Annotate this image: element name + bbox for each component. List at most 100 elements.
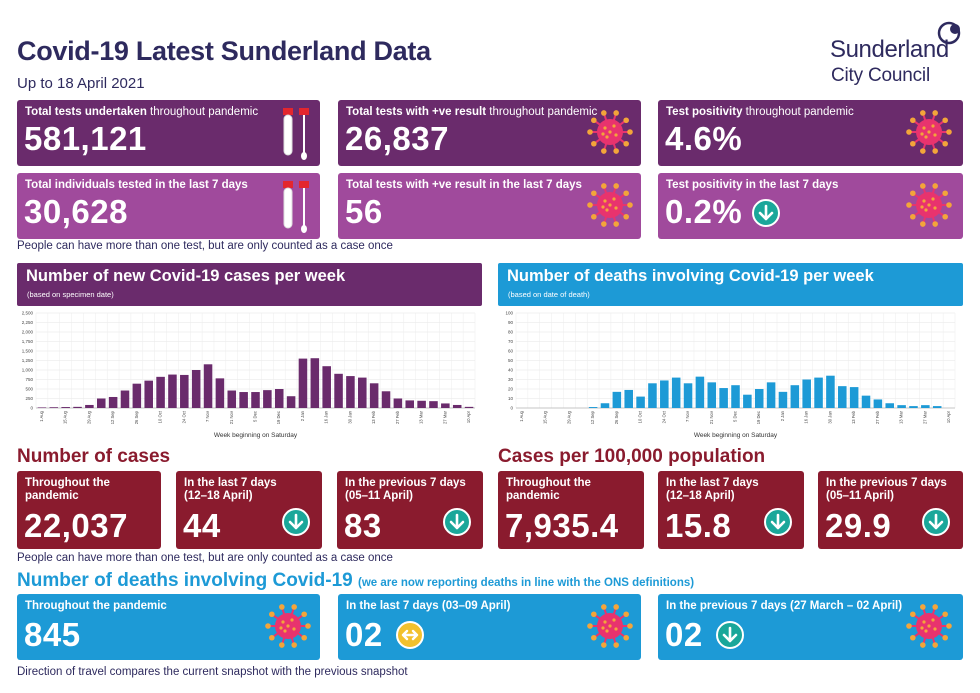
y-tick-label: 1,500 bbox=[22, 349, 34, 354]
council-logo: Sunderland City Council bbox=[830, 20, 970, 88]
bar bbox=[381, 391, 391, 408]
y-tick-label: 2,500 bbox=[22, 311, 34, 316]
deaths-last7-value: 02 bbox=[345, 616, 383, 653]
rates-throughout-value: 7,935.4 bbox=[505, 507, 619, 544]
rates-throughout-label: Throughout the pandemic bbox=[506, 477, 591, 502]
x-tick-label: 10 Apr bbox=[946, 410, 951, 423]
cases-throughout-card: Throughout the pandemic 22,037 bbox=[17, 471, 161, 549]
bar bbox=[369, 383, 379, 408]
x-tick-label: 26 Sep bbox=[134, 410, 139, 424]
bar bbox=[814, 377, 823, 408]
x-tick-label: 5 Dec bbox=[253, 411, 258, 422]
y-tick-label: 500 bbox=[25, 387, 33, 392]
x-axis-label: Week beginning on Saturday bbox=[694, 432, 778, 439]
bar bbox=[921, 405, 930, 408]
x-tick-label: 10 Apr bbox=[466, 410, 471, 423]
deaths-prev7-label: In the previous 7 days (27 March – 02 Ap… bbox=[666, 600, 903, 612]
bar bbox=[743, 394, 752, 408]
y-tick-label: 2,250 bbox=[22, 320, 34, 325]
y-tick-label: 1,750 bbox=[22, 339, 34, 344]
bar bbox=[897, 405, 906, 408]
x-tick-label: 27 Feb bbox=[395, 410, 400, 424]
x-tick-label: 16 Jan bbox=[804, 410, 809, 423]
x-tick-label: 30 Jan bbox=[827, 410, 832, 423]
x-tick-label: 2 Jan bbox=[780, 410, 785, 421]
x-tick-label: 13 Feb bbox=[371, 410, 376, 424]
cases-last7-card: In the last 7 days (12–18 April) 44 bbox=[176, 471, 322, 549]
bar bbox=[600, 403, 610, 408]
y-tick-label: 10 bbox=[508, 396, 514, 401]
y-tick-label: 20 bbox=[508, 387, 514, 392]
positive-tests-value: 26,837 bbox=[345, 120, 449, 157]
y-tick-label: 0 bbox=[510, 406, 513, 411]
x-tick-label: 24 Oct bbox=[181, 410, 186, 423]
positivity-7d-label: Test positivity in the last 7 days bbox=[666, 179, 839, 191]
bar bbox=[227, 390, 237, 408]
cases-prev7-label: In the previous 7 days (05–11 April) bbox=[345, 477, 466, 502]
positivity-7d-value: 0.2% bbox=[665, 193, 743, 230]
tests-note: People can have more than one test, but … bbox=[17, 240, 393, 252]
arrow-down-icon bbox=[764, 508, 792, 536]
x-tick-label: 24 Oct bbox=[661, 410, 666, 423]
positivity-label: Test positivity throughout pandemic bbox=[666, 106, 854, 118]
x-tick-label: 26 Sep bbox=[614, 410, 619, 424]
bar bbox=[322, 366, 331, 408]
bar bbox=[648, 383, 657, 408]
x-tick-label: 12 Sep bbox=[110, 410, 115, 424]
bar bbox=[636, 396, 645, 408]
individuals-7d-value: 30,628 bbox=[24, 193, 128, 230]
bar bbox=[405, 400, 415, 408]
bar bbox=[334, 373, 343, 408]
deaths-chart-subtitle: (based on date of death) bbox=[508, 290, 590, 299]
x-tick-label: 21 Nov bbox=[709, 410, 714, 424]
rates-prev7-label: In the previous 7 days (05–11 April) bbox=[826, 477, 947, 502]
bar bbox=[695, 376, 705, 408]
x-tick-label: 13 Mar bbox=[899, 410, 904, 424]
total-tests-card: Total tests undertaken throughout pandem… bbox=[17, 100, 320, 166]
bar bbox=[263, 390, 272, 408]
logo-text-line1: Sunderland bbox=[830, 36, 949, 63]
positive-7d-value: 56 bbox=[345, 193, 383, 230]
bar bbox=[932, 406, 942, 408]
cases-prev7-card: In the previous 7 days (05–11 April) 83 bbox=[337, 471, 483, 549]
x-tick-label: 15 Aug bbox=[543, 410, 548, 424]
bar bbox=[144, 380, 153, 408]
arrow-down-icon bbox=[752, 199, 780, 227]
y-tick-label: 40 bbox=[508, 368, 514, 373]
virus-icon bbox=[264, 600, 312, 657]
page-subtitle: Up to 18 April 2021 bbox=[17, 75, 145, 92]
bar bbox=[885, 403, 895, 408]
bar bbox=[120, 390, 130, 408]
bar bbox=[286, 396, 296, 408]
arrow-down-icon bbox=[443, 508, 471, 536]
cases-chart-subtitle: (based on specimen date) bbox=[27, 290, 114, 299]
x-tick-label: 30 Jan bbox=[347, 410, 352, 423]
bar bbox=[108, 396, 118, 408]
cases-note: People can have more than one test, but … bbox=[17, 552, 393, 564]
bar bbox=[873, 399, 883, 408]
deaths-heading: Number of deaths involving Covid-19 (we … bbox=[17, 570, 695, 591]
bar bbox=[802, 379, 811, 408]
positive-7d-card: Total tests with +ve result in the last … bbox=[338, 173, 641, 239]
gridlines bbox=[515, 312, 956, 409]
x-tick-label: 16 Jan bbox=[324, 410, 329, 423]
y-tick-label: 100 bbox=[505, 311, 513, 316]
x-tick-label: 2 Jan bbox=[300, 410, 305, 421]
x-tick-label: 15 Aug bbox=[63, 410, 68, 424]
page-title: Covid-19 Latest Sunderland Data bbox=[17, 36, 431, 66]
deaths-chart: 0 10 20 30 40 50 60 70 80 90 100 1 Aug 15 Aug 29 Aug 1… bbox=[505, 311, 956, 439]
bar bbox=[660, 380, 669, 408]
y-tick-label: 80 bbox=[508, 330, 514, 335]
deaths-last7-card: In the last 7 days (03–09 April) 02 bbox=[338, 594, 641, 660]
x-tick-label: 27 Feb bbox=[875, 410, 880, 424]
x-tick-label: 1 Aug bbox=[39, 410, 44, 421]
deaths-last7-label: In the last 7 days (03–09 April) bbox=[346, 600, 511, 612]
positive-7d-label: Total tests with +ve result in the last … bbox=[346, 179, 582, 191]
x-tick-label: 5 Dec bbox=[733, 411, 738, 422]
x-tick-label: 19 Dec bbox=[276, 411, 281, 424]
arrow-down-icon bbox=[282, 508, 310, 536]
cases-prev7-value: 83 bbox=[344, 507, 382, 544]
bar bbox=[156, 376, 165, 408]
bar bbox=[180, 374, 189, 408]
bar bbox=[861, 395, 871, 408]
